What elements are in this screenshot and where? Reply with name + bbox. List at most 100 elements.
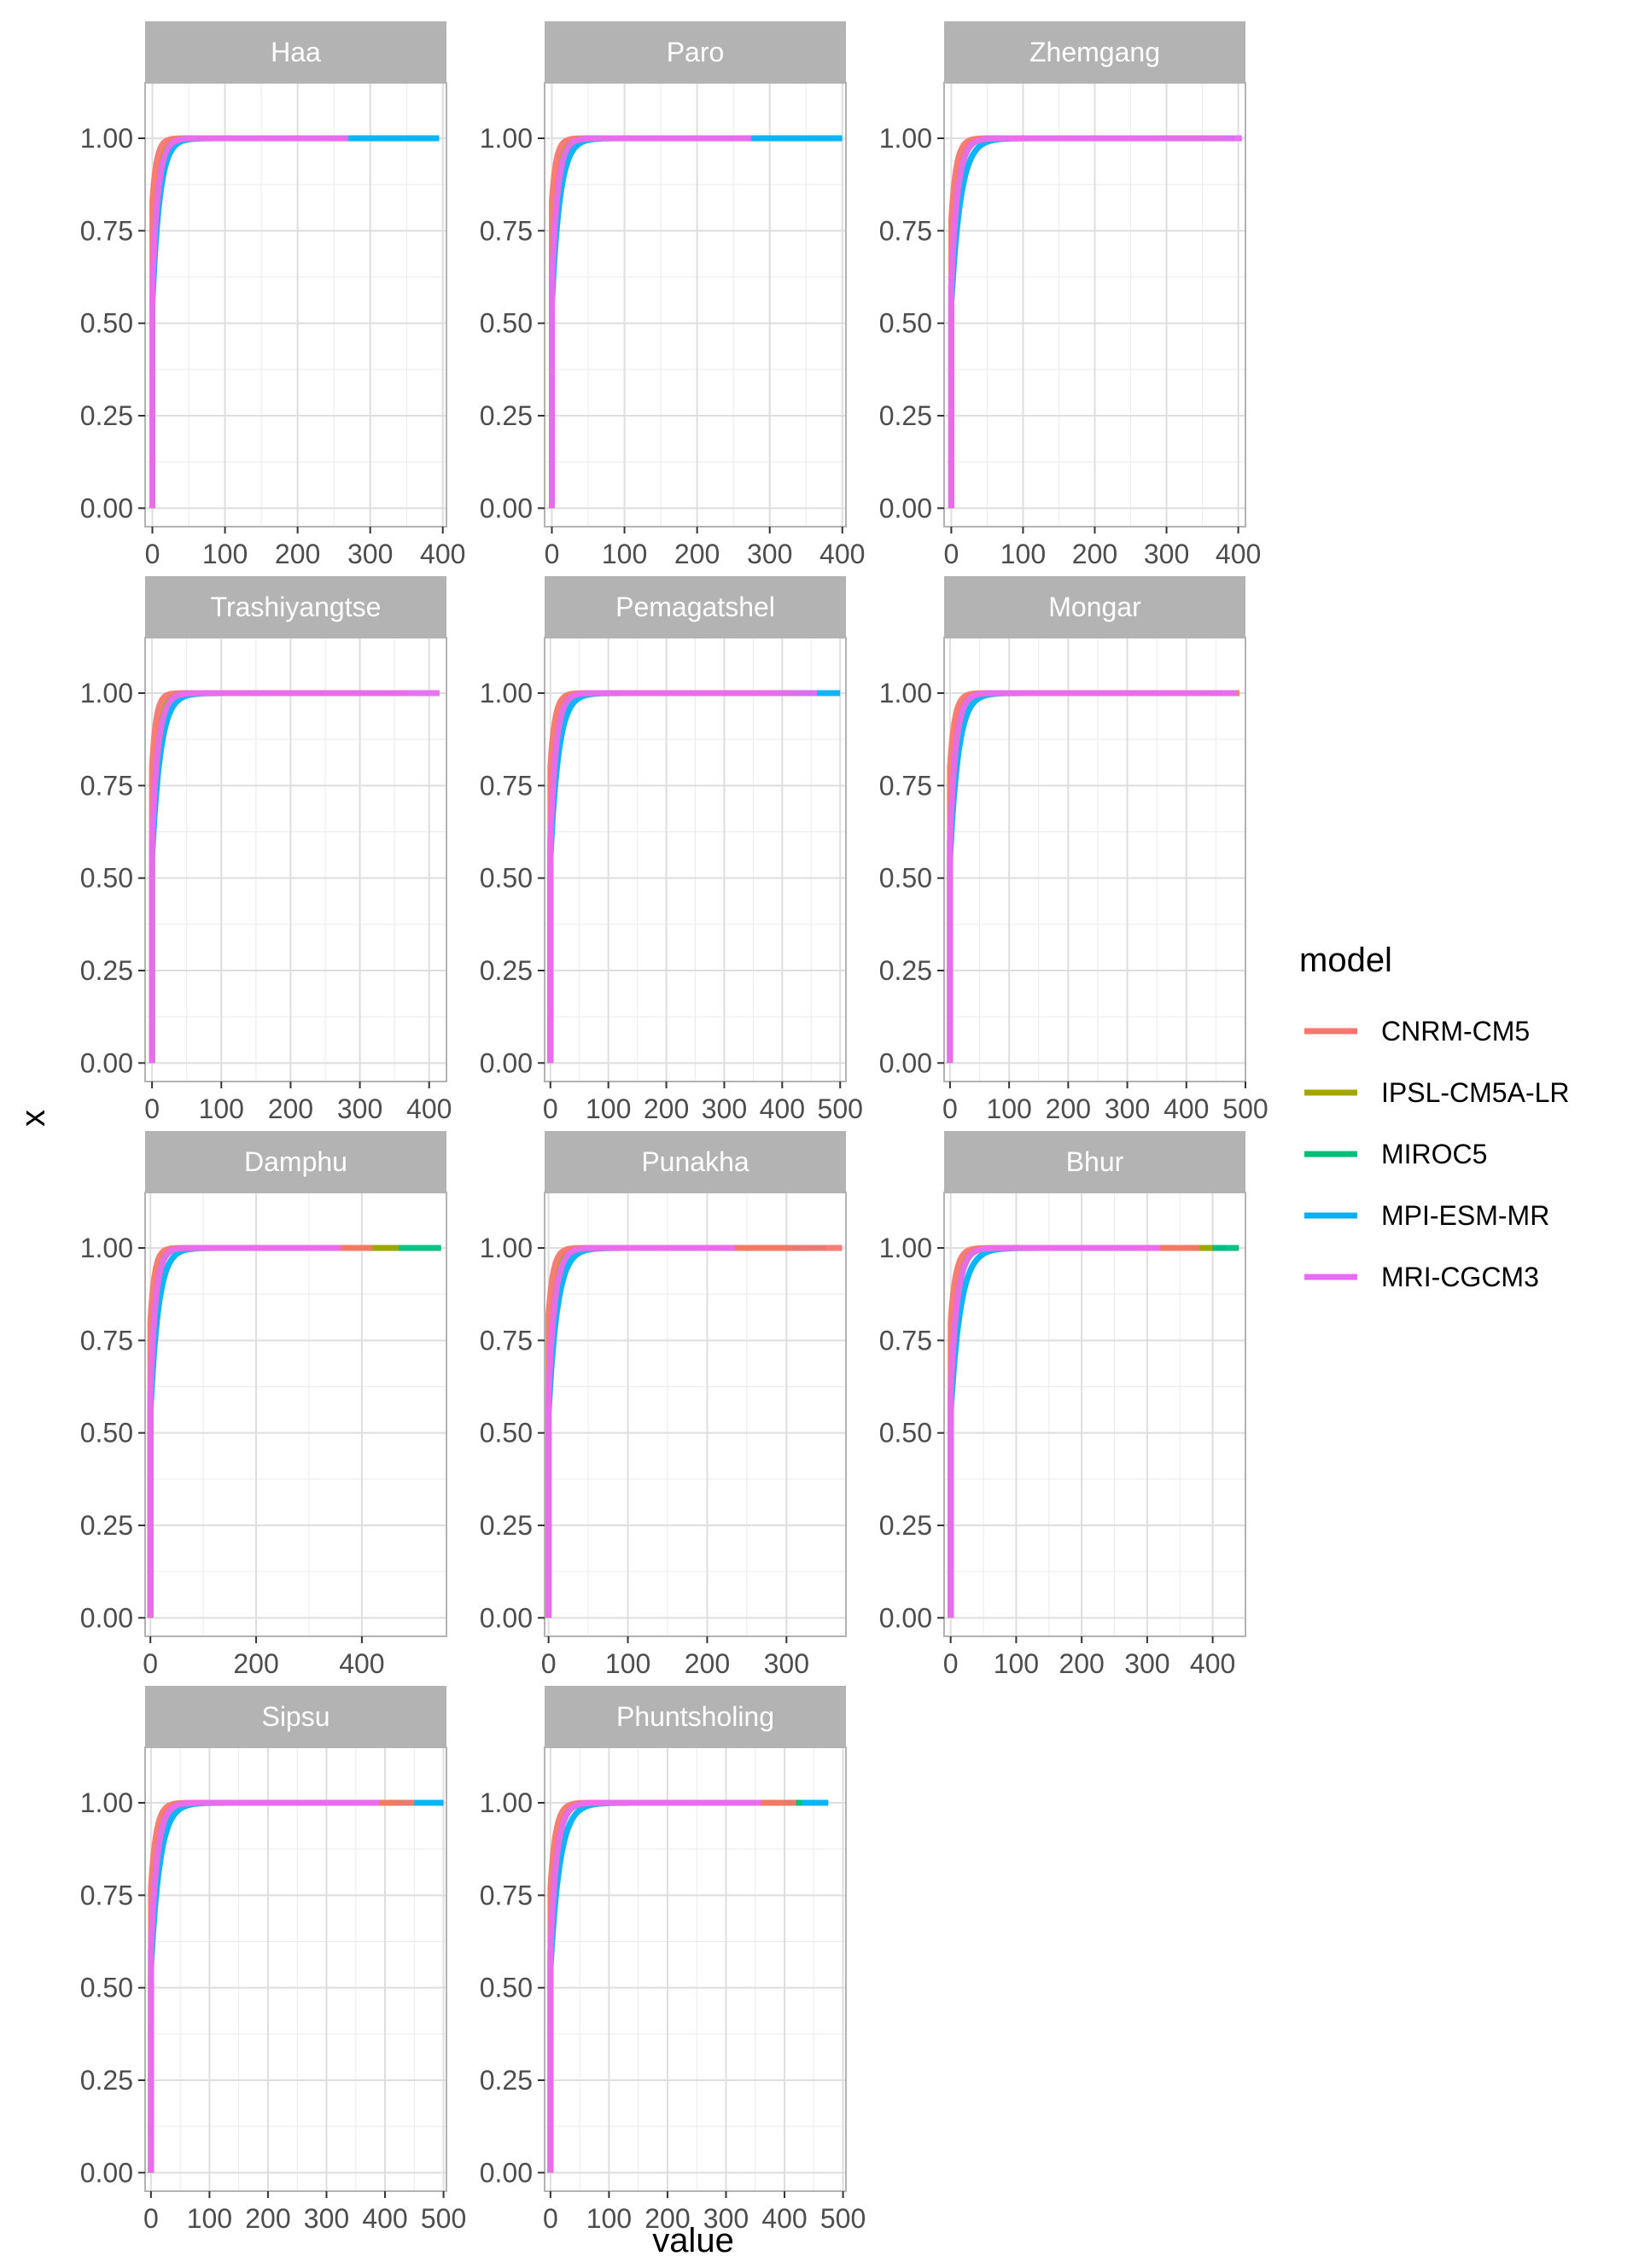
panel-border	[544, 1192, 847, 1637]
y-tick-label: 0.75	[480, 770, 533, 801]
y-tick-label: 0.25	[879, 955, 932, 986]
x-tick-label: 100	[202, 539, 248, 569]
x-tick-label: 0	[944, 539, 959, 569]
x-tick-label: 300	[1124, 1648, 1169, 1679]
y-tick-label: 0.75	[879, 215, 932, 246]
facet-strip	[944, 1131, 1245, 1192]
facet-mongar: Mongar 0.00 0.25 0.50 0.75 1.00 0 100 200 300 400 5…	[879, 576, 1268, 1124]
x-tick-label: 300	[702, 1093, 747, 1124]
plot-area	[545, 1747, 846, 2191]
x-tick-label: 0	[943, 1648, 959, 1679]
legend-title: model	[1299, 942, 1392, 979]
y-tick-label: 0.25	[480, 1510, 533, 1541]
x-tick-label: 100	[187, 2203, 232, 2234]
y-tick-label: 1.00	[879, 678, 932, 708]
facet-title: Paro	[667, 37, 725, 67]
legend-entry-ipsl-cm5a-lr: IPSL-CM5A-LR	[1304, 1077, 1570, 1108]
x-tick-label: 300	[1105, 1093, 1150, 1124]
legend-entry-mpi-esm-mr: MPI-ESM-MR	[1304, 1200, 1549, 1231]
x-axis-title: value	[652, 2222, 734, 2259]
series-line-mri-cgcm3	[948, 1245, 1161, 1618]
x-tick-label: 300	[304, 2203, 349, 2234]
y-tick-label: 0.00	[480, 2157, 533, 2188]
series-group	[149, 135, 440, 509]
x-tick-label: 400	[406, 1093, 452, 1124]
y-tick-label: 0.00	[480, 1047, 533, 1078]
panel-border	[144, 637, 447, 1082]
x-tick-label: 500	[818, 1093, 863, 1124]
x-tick-label: 100	[986, 1093, 1031, 1124]
x-tick-label: 100	[199, 1093, 244, 1124]
y-tick-label: 0.00	[80, 1047, 133, 1078]
y-tick-label: 0.75	[879, 1325, 932, 1356]
facet-title: Phuntsholing	[616, 1701, 774, 1732]
x-tick-label: 300	[1144, 539, 1189, 569]
plot-area	[545, 1192, 846, 1636]
y-tick-label: 0.00	[80, 2157, 133, 2188]
y-tick-label: 1.00	[480, 1233, 533, 1263]
x-tick-label: 100	[602, 539, 647, 569]
series-line-mri-cgcm3	[948, 135, 1242, 509]
y-tick-label: 0.50	[879, 308, 932, 339]
facet-title: Trashiyangtse	[211, 592, 382, 622]
y-tick-label: 0.50	[80, 1973, 133, 2003]
facet-sipsu: Sipsu 0.00 0.25 0.50 0.75 1.00 0 100 200 300 400 50…	[80, 1686, 466, 2234]
plot-area	[145, 1747, 446, 2191]
plot-area	[944, 1192, 1245, 1636]
x-tick-label: 400	[760, 1093, 805, 1124]
y-tick-label: 0.25	[879, 1510, 932, 1541]
facet-punakha: Punakha 0.00 0.25 0.50 0.75 1.00 0 100 200 300	[480, 1131, 847, 1679]
legend-label: CNRM-CM5	[1381, 1016, 1530, 1047]
y-tick-label: 1.00	[80, 1787, 133, 1818]
series-line-mri-cgcm3	[148, 1799, 380, 2173]
series-line-mri-cgcm3	[149, 690, 440, 1064]
facet-damphu: Damphu 0.00 0.25 0.50 0.75 1.00 0 200 400	[80, 1131, 447, 1679]
panel-border	[544, 1746, 847, 2192]
panel-border	[544, 637, 847, 1082]
y-tick-label: 1.00	[879, 1233, 932, 1263]
series-line-mri-cgcm3	[149, 135, 349, 509]
legend-label: IPSL-CM5A-LR	[1381, 1077, 1570, 1108]
facet-strip	[145, 1686, 446, 1747]
y-tick-label: 0.50	[480, 1973, 533, 2003]
y-tick-label: 0.75	[480, 215, 533, 246]
panel-border	[544, 82, 847, 528]
y-tick-label: 0.00	[879, 493, 932, 523]
panel-border	[144, 82, 447, 528]
x-tick-label: 400	[761, 2203, 807, 2234]
series-group	[947, 690, 1240, 1064]
series-line-mri-cgcm3	[947, 690, 1237, 1064]
series-line-mri-cgcm3	[549, 135, 752, 509]
y-tick-label: 0.25	[80, 2065, 133, 2096]
x-tick-label: 0	[942, 1093, 958, 1124]
facet-zhemgang: Zhemgang 0.00 0.25 0.50 0.75 1.00 0 100 200 300 40…	[879, 21, 1261, 569]
x-tick-label: 300	[703, 2203, 749, 2234]
facet-strip	[545, 21, 846, 83]
x-tick-label: 200	[275, 539, 320, 569]
plot-area	[145, 638, 446, 1082]
x-tick-label: 0	[143, 2203, 159, 2234]
x-tick-label: 300	[764, 1648, 809, 1679]
legend-label: MIROC5	[1381, 1139, 1487, 1169]
y-tick-label: 0.50	[80, 1418, 133, 1449]
facet-title: Punakha	[641, 1146, 749, 1177]
facet-title: Bhur	[1066, 1146, 1124, 1177]
y-tick-label: 0.25	[80, 1510, 133, 1541]
x-tick-label: 400	[362, 2203, 407, 2234]
x-tick-label: 500	[1222, 1093, 1268, 1124]
x-tick-label: 400	[339, 1648, 384, 1679]
facet-strip	[545, 576, 846, 638]
series-group	[547, 1799, 829, 2173]
x-tick-label: 400	[1216, 539, 1261, 569]
x-tick-label: 200	[233, 1648, 278, 1679]
x-tick-label: 400	[1164, 1093, 1209, 1124]
y-tick-label: 1.00	[480, 678, 533, 708]
y-tick-label: 0.75	[879, 770, 932, 801]
y-tick-label: 1.00	[80, 1233, 133, 1263]
x-tick-label: 100	[586, 1093, 631, 1124]
series-line-mri-cgcm3	[547, 690, 818, 1064]
x-tick-label: 200	[644, 1093, 689, 1124]
x-tick-label: 0	[145, 539, 160, 569]
y-tick-label: 0.75	[80, 1880, 133, 1910]
x-tick-label: 300	[337, 1093, 382, 1124]
